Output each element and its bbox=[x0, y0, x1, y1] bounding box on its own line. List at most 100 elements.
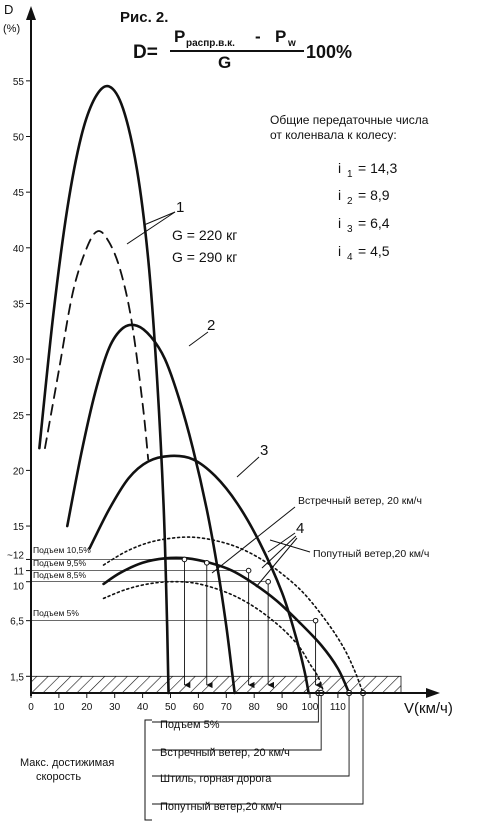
x-tick-label: 100 bbox=[302, 702, 319, 713]
y-axis-unit: (%) bbox=[3, 23, 20, 35]
x-tick-label: 0 bbox=[28, 702, 34, 713]
y-tick-label: ~12 bbox=[7, 550, 24, 561]
series-4-dotted-line bbox=[102, 580, 325, 694]
ratio-name: i bbox=[338, 160, 341, 176]
x-tick-label: 70 bbox=[221, 702, 233, 713]
ratio-value: = 6,4 bbox=[358, 215, 390, 231]
x-tick-label: 80 bbox=[249, 702, 261, 713]
ratio-i3: i 3 = 6,4 bbox=[338, 215, 390, 235]
climb-label-8-5: Подъем 8,5% bbox=[33, 570, 86, 580]
x-tick-label: 30 bbox=[109, 702, 121, 713]
y-tick-label: 30 bbox=[13, 355, 25, 366]
max-speed-item-headwind: Встречный ветер, 20 км/ч bbox=[160, 747, 290, 759]
ratio-i4: i 4 = 4,5 bbox=[338, 243, 390, 263]
ratio-name: i bbox=[338, 243, 341, 259]
y-tick-label: 10 bbox=[13, 582, 25, 593]
y-tick-label: 20 bbox=[13, 466, 25, 477]
max-speed-leader bbox=[152, 696, 322, 751]
series-1-solid-line bbox=[38, 84, 170, 695]
ratios-title-line1: Общие передаточные числа bbox=[270, 113, 429, 127]
headwind-leader bbox=[211, 506, 296, 574]
climb-label-9-5: Подъем 9,5% bbox=[33, 558, 86, 568]
ratios-title-line2: от коленвала к колесу: bbox=[270, 128, 397, 142]
ratio-name: i bbox=[338, 215, 341, 231]
ratio-sub: 2 bbox=[347, 196, 353, 207]
y-axis-label: D bbox=[4, 2, 13, 17]
series-4-dotted-line bbox=[102, 536, 364, 694]
weight-label-220: G = 220 кг bbox=[172, 227, 237, 243]
series-4-solid-line bbox=[102, 556, 351, 695]
max-speed-leader bbox=[152, 696, 350, 777]
curve-3-leader bbox=[236, 456, 260, 478]
y-tick-label: 15 bbox=[13, 522, 25, 533]
y-tick-label: 40 bbox=[13, 244, 25, 255]
ratio-value: = 4,5 bbox=[358, 243, 390, 259]
max-speed-item-calm: Штиль, горная дорога bbox=[160, 773, 272, 785]
x-tick-label: 40 bbox=[137, 702, 149, 713]
y-tick-label: 6,5 bbox=[10, 617, 24, 628]
ratio-i1: i 1 = 14,3 bbox=[338, 160, 398, 180]
formula-lhs: D= bbox=[133, 42, 158, 63]
x-axis-label: V(км/ч) bbox=[404, 700, 453, 717]
x-tick-label: 110 bbox=[330, 702, 346, 713]
ratio-sub: 3 bbox=[347, 224, 353, 235]
max-speed-item-tailwind: Попутный ветер,20 км/ч bbox=[160, 801, 282, 813]
curve-label-2: 2 bbox=[207, 317, 215, 334]
curve-4-leader-a bbox=[267, 532, 296, 553]
weight-label-290: G = 290 кг bbox=[172, 249, 237, 265]
max-speed-bracket bbox=[144, 719, 152, 821]
formula-numerator-a: P bbox=[174, 27, 185, 46]
x-tick-label: 20 bbox=[81, 702, 93, 713]
series-lines bbox=[38, 84, 364, 695]
formula-numerator-b-sub: w bbox=[287, 38, 296, 49]
x-axis-ticks: 0 10 20 30 40 50 60 70 80 90 100 110 bbox=[28, 693, 346, 713]
y-axis-ticks: 1,5 6,5 10 11 ~12 15 20 25 30 35 40 45 50 55 bbox=[7, 77, 31, 683]
y-tick-label: 11 bbox=[14, 567, 25, 578]
max-speed-title-line1: Макс. достижимая bbox=[20, 757, 114, 769]
formula-denominator: G bbox=[218, 53, 231, 72]
y-tick-label: 50 bbox=[13, 133, 25, 144]
formula-numerator-b: P bbox=[275, 27, 286, 46]
x-tick-label: 90 bbox=[277, 702, 289, 713]
x-axis-arrow-icon bbox=[426, 688, 440, 698]
climb-label-10-5: Подъем 10,5% bbox=[33, 545, 91, 555]
climb-label-5: Подъем 5% bbox=[33, 608, 79, 618]
formula: D= P распр.в.к. - P w G 100% bbox=[133, 27, 352, 72]
y-tick-label: 1,5 bbox=[10, 672, 24, 683]
max-speed-legend: Подъем 5% Встречный ветер, 20 км/ч Штиль… bbox=[160, 719, 290, 813]
tailwind-label: Попутный ветер,20 км/ч bbox=[313, 548, 429, 560]
y-tick-label: 25 bbox=[13, 411, 25, 422]
max-speed-leader bbox=[152, 696, 364, 805]
operating-point bbox=[265, 578, 271, 585]
curve-2-leader bbox=[188, 331, 209, 347]
series-3-solid-line bbox=[88, 454, 310, 695]
operating-point bbox=[203, 559, 210, 566]
y-tick-label: 45 bbox=[13, 188, 25, 199]
formula-numerator-a-sub: распр.в.к. bbox=[186, 38, 235, 49]
headwind-label: Встречный ветер, 20 км/ч bbox=[298, 495, 422, 507]
y-tick-label: 55 bbox=[13, 77, 25, 88]
ratio-sub: 1 bbox=[347, 169, 353, 180]
y-tick-label: 35 bbox=[13, 299, 25, 310]
curve-label-4: 4 bbox=[296, 520, 304, 537]
curve-label-3: 3 bbox=[260, 442, 268, 459]
curve-label-1: 1 bbox=[176, 199, 184, 216]
x-tick-label: 10 bbox=[53, 702, 65, 713]
operating-point bbox=[312, 617, 319, 624]
series-2-solid-line bbox=[65, 323, 236, 695]
curve-1-leader-b bbox=[126, 211, 176, 245]
ratio-value: = 8,9 bbox=[358, 187, 390, 203]
operating-point bbox=[181, 556, 188, 563]
figure-label: Рис. 2. bbox=[120, 9, 168, 26]
tailwind-leader bbox=[269, 539, 311, 553]
curve-4-leader-b bbox=[261, 535, 297, 569]
max-speed-droplines bbox=[152, 556, 367, 805]
max-speed-item-climb-5: Подъем 5% bbox=[160, 719, 220, 731]
max-speed-title-line2: скорость bbox=[36, 771, 81, 783]
x-tick-label: 50 bbox=[165, 702, 177, 713]
formula-tail: 100% bbox=[306, 42, 352, 62]
formula-minus: - bbox=[255, 27, 261, 46]
y-axis-arrow-icon bbox=[26, 6, 36, 20]
max-speed-leader bbox=[152, 696, 319, 723]
